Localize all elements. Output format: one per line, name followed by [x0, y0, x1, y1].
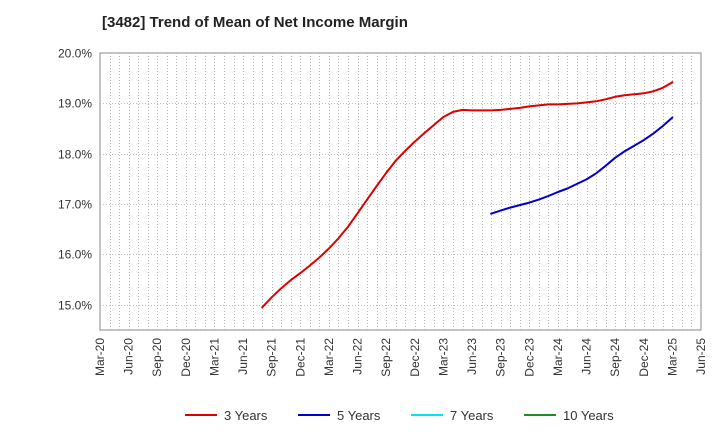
legend-label-2: 5 Years	[337, 408, 381, 423]
x-tick-label: Mar-22	[322, 338, 336, 376]
x-tick-label: Mar-20	[93, 338, 107, 376]
x-tick-label: Dec-20	[179, 338, 193, 377]
y-tick-label: 19.0%	[58, 97, 92, 111]
x-tick-label: Jun-25	[694, 338, 708, 375]
y-tick-label: 20.0%	[58, 47, 92, 61]
x-tick-label: Mar-21	[207, 338, 221, 376]
x-tick-label: Mar-23	[436, 338, 450, 376]
x-tick-label: Dec-22	[408, 338, 422, 377]
x-tick-label: Sep-24	[608, 338, 622, 377]
series-line-1	[261, 81, 674, 309]
y-tick-label: 17.0%	[58, 198, 92, 212]
y-tick-label: 15.0%	[58, 299, 92, 313]
legend-label-1: 3 Years	[224, 408, 268, 423]
x-tick-label: Dec-21	[293, 338, 307, 377]
y-tick-label: 16.0%	[58, 248, 92, 262]
x-tick-label: Mar-25	[665, 338, 679, 376]
x-tick-label: Dec-24	[637, 338, 651, 377]
x-tick-label: Jun-21	[236, 338, 250, 375]
x-tick-label: Sep-23	[494, 338, 508, 377]
y-tick-label: 18.0%	[58, 148, 92, 162]
x-tick-label: Sep-22	[379, 338, 393, 377]
x-tick-label: Jun-22	[351, 338, 365, 375]
x-tick-label: Dec-23	[522, 338, 536, 377]
x-tick-label: Jun-23	[465, 338, 479, 375]
x-tick-label: Mar-24	[551, 338, 565, 376]
chart-title: [3482] Trend of Mean of Net Income Margi…	[102, 14, 408, 31]
plot-area	[99, 52, 702, 331]
x-tick-label: Jun-24	[580, 338, 594, 375]
legend-label-3: 7 Years	[450, 408, 494, 423]
x-tick-label: Sep-20	[150, 338, 164, 377]
series-line-2	[490, 116, 674, 215]
legend-label-4: 10 Years	[563, 408, 614, 423]
x-tick-label: Sep-21	[265, 338, 279, 377]
x-tick-label: Jun-20	[122, 338, 136, 375]
